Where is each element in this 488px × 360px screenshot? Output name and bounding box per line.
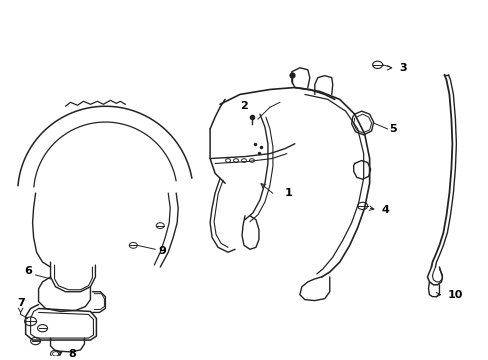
Text: 3: 3 <box>399 63 407 73</box>
Text: 8: 8 <box>68 349 76 359</box>
Text: 1: 1 <box>284 188 292 198</box>
Text: 4: 4 <box>381 205 388 215</box>
Text: 9: 9 <box>158 246 166 256</box>
Text: 7: 7 <box>18 298 25 309</box>
Text: 5: 5 <box>389 124 396 134</box>
Text: 10: 10 <box>447 290 462 300</box>
Text: 6: 6 <box>24 266 32 276</box>
Text: 2: 2 <box>240 101 247 111</box>
